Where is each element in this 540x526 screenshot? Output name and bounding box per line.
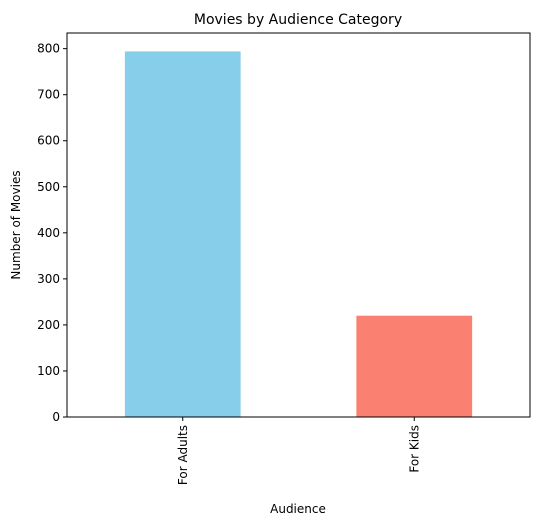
- y-axis-label: Number of Movies: [9, 170, 23, 279]
- plot-area: For Adults For Kids 0 100 200 300 400 500 600 700…: [37, 33, 530, 485]
- y-tick-label: 0: [52, 410, 60, 424]
- y-tick-label: 300: [37, 272, 60, 286]
- chart-title: Movies by Audience Category: [194, 12, 402, 28]
- y-tick-label: 600: [37, 134, 60, 148]
- y-tick-label: 800: [37, 42, 60, 56]
- bar-for-adults: [125, 51, 241, 417]
- bar-for-kids: [356, 316, 472, 417]
- y-tick-label: 500: [37, 180, 60, 194]
- x-axis-label: Audience: [270, 502, 326, 516]
- x-tick-label: For Adults: [176, 425, 190, 485]
- y-tick-label: 100: [37, 364, 60, 378]
- x-tick-label: For Kids: [407, 425, 421, 473]
- y-tick-label: 700: [37, 88, 60, 102]
- y-tick-label: 200: [37, 318, 60, 332]
- y-tick-label: 400: [37, 226, 60, 240]
